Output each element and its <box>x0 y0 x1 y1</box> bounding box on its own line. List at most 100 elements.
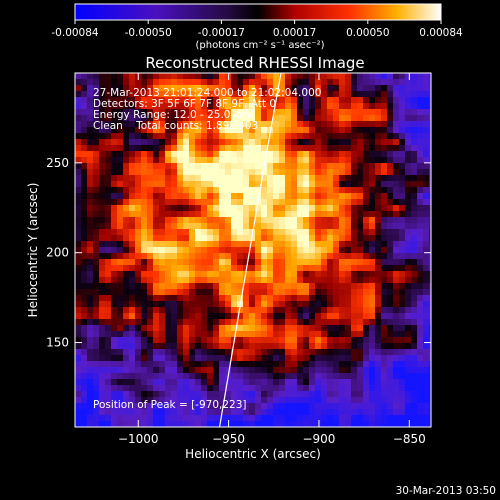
heatmap-cell <box>237 319 243 325</box>
heatmap-cell <box>129 391 135 397</box>
heatmap-cell <box>153 157 159 163</box>
heatmap-cell <box>195 331 201 337</box>
heatmap-cell <box>393 421 399 427</box>
heatmap-cell <box>321 223 327 229</box>
heatmap-cell <box>285 343 291 349</box>
heatmap-cell <box>93 283 99 289</box>
heatmap-cell <box>351 157 357 163</box>
heatmap-cell <box>387 409 393 415</box>
heatmap-cell <box>393 289 399 295</box>
heatmap-cell <box>147 187 153 193</box>
heatmap-cell <box>207 169 213 175</box>
heatmap-cell <box>369 319 375 325</box>
heatmap-cell <box>165 85 171 91</box>
heatmap-cell <box>105 367 111 373</box>
heatmap-cell <box>105 265 111 271</box>
heatmap-cell <box>129 337 135 343</box>
heatmap-cell <box>399 127 405 133</box>
heatmap-cell <box>207 271 213 277</box>
heatmap-cell <box>231 85 237 91</box>
heatmap-cell <box>285 295 291 301</box>
heatmap-cell <box>141 271 147 277</box>
heatmap-cell <box>237 73 243 79</box>
heatmap-cell <box>315 403 321 409</box>
heatmap-cell <box>195 397 201 403</box>
heatmap-cell <box>141 223 147 229</box>
heatmap-cell <box>429 343 431 349</box>
heatmap-cell <box>231 325 237 331</box>
heatmap-cell <box>357 325 363 331</box>
heatmap-cell <box>153 313 159 319</box>
heatmap-cell <box>225 145 231 151</box>
heatmap-cell <box>351 367 357 373</box>
heatmap-cell <box>117 415 123 421</box>
heatmap-cell <box>255 301 261 307</box>
heatmap-cell <box>243 289 249 295</box>
heatmap-cell <box>339 397 345 403</box>
heatmap-cell <box>147 163 153 169</box>
heatmap-cell <box>195 181 201 187</box>
heatmap-cell <box>219 331 225 337</box>
heatmap-cell <box>429 283 431 289</box>
heatmap-cell <box>291 409 297 415</box>
heatmap-cell <box>393 73 399 79</box>
heatmap-cell <box>189 385 195 391</box>
heatmap-cell <box>405 367 411 373</box>
heatmap-cell <box>297 163 303 169</box>
heatmap-cell <box>201 331 207 337</box>
heatmap-cell <box>135 247 141 253</box>
heatmap-cell <box>165 211 171 217</box>
heatmap-cell <box>369 199 375 205</box>
heatmap-cell <box>201 301 207 307</box>
heatmap-cell <box>429 223 431 229</box>
heatmap-cell <box>339 313 345 319</box>
heatmap-cell <box>81 115 87 121</box>
heatmap-cell <box>279 85 285 91</box>
heatmap-cell <box>243 169 249 175</box>
heatmap-cell <box>159 331 165 337</box>
heatmap-cell <box>405 373 411 379</box>
heatmap-cell <box>165 217 171 223</box>
heatmap-cell <box>255 85 261 91</box>
heatmap-cell <box>423 391 429 397</box>
heatmap-cell <box>405 337 411 343</box>
heatmap-cell <box>207 133 213 139</box>
heatmap-cell <box>189 241 195 247</box>
heatmap-cell <box>261 331 267 337</box>
heatmap-cell <box>321 373 327 379</box>
heatmap-cell <box>393 391 399 397</box>
heatmap-cell <box>87 253 93 259</box>
heatmap-cell <box>177 385 183 391</box>
heatmap-cell <box>261 259 267 265</box>
heatmap-cell <box>267 193 273 199</box>
heatmap-cell <box>219 187 225 193</box>
heatmap-cell <box>231 415 237 421</box>
heatmap-cell <box>105 277 111 283</box>
heatmap-cell <box>369 349 375 355</box>
heatmap-cell <box>99 247 105 253</box>
heatmap-cell <box>183 163 189 169</box>
heatmap-cell <box>375 265 381 271</box>
heatmap-cell <box>225 235 231 241</box>
heatmap-cell <box>339 115 345 121</box>
heatmap-cell <box>87 121 93 127</box>
heatmap-cell <box>315 181 321 187</box>
heatmap-cell <box>177 379 183 385</box>
heatmap-cell <box>81 367 87 373</box>
heatmap-cell <box>393 91 399 97</box>
heatmap-cell <box>399 187 405 193</box>
heatmap-cell <box>417 403 423 409</box>
heatmap-cell <box>423 103 429 109</box>
heatmap-cell <box>429 109 431 115</box>
heatmap-cell <box>231 97 237 103</box>
heatmap-cell <box>105 373 111 379</box>
heatmap-cell <box>327 415 333 421</box>
heatmap-cell <box>165 295 171 301</box>
heatmap-cell <box>429 187 431 193</box>
heatmap-cell <box>381 403 387 409</box>
heatmap-cell <box>315 205 321 211</box>
heatmap-cell <box>159 73 165 79</box>
heatmap-cell <box>357 277 363 283</box>
heatmap-cell <box>411 301 417 307</box>
heatmap-cell <box>381 247 387 253</box>
